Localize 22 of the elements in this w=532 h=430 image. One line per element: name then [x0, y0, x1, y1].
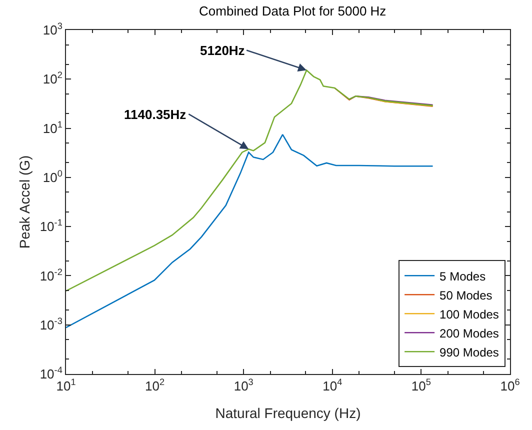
- x-tick-label: 10$^{6}$: [500, 377, 520, 394]
- x-tick-label: 10$^{5}$: [411, 377, 431, 394]
- y-tick-label: 10$^{0}$: [42, 168, 62, 185]
- legend-label: 200 Modes: [440, 326, 499, 340]
- y-tick-label: 10$^{-2}$: [40, 266, 62, 284]
- y-axis-title: Peak Accel (G): [16, 155, 32, 249]
- x-tick-label: 10$^{2}$: [145, 377, 165, 394]
- x-axis-title: Natural Frequency (Hz): [215, 404, 361, 421]
- x-tick-label: 10$^{4}$: [322, 377, 342, 394]
- y-tick-label: 10$^{-1}$: [40, 218, 62, 234]
- legend-label: 5 Modes: [440, 269, 486, 284]
- legend-label: 100 Modes: [440, 307, 499, 322]
- annotation: 5120Hz: [200, 43, 246, 58]
- chart-title: Combined Data Plot for 5000 Hz: [199, 4, 386, 19]
- legend-label: 990 Modes: [440, 345, 499, 360]
- legend-label: 50 Modes: [440, 288, 492, 302]
- y-tick-label: 10$^{1}$: [42, 119, 62, 136]
- y-tick-label: 10$^{-3}$: [40, 316, 62, 332]
- x-tick-label: 10$^{3}$: [234, 377, 254, 394]
- y-tick-label: 10$^{2}$: [42, 70, 62, 87]
- annotation: 1140.35Hz: [124, 107, 187, 122]
- y-tick-label: 10$^{3}$: [42, 21, 62, 38]
